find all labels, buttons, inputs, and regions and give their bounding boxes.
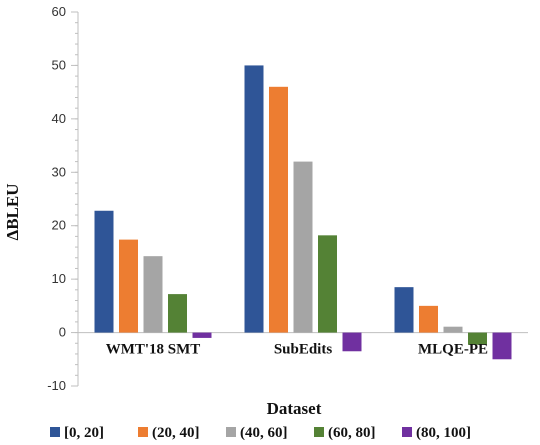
bar [419,305,438,333]
y-tick-label: 40 [52,111,66,126]
legend-swatch [402,427,412,437]
category-label: SubEdits [274,342,333,358]
bar [94,210,114,333]
legend-swatch [138,427,148,437]
legend: [0, 20] (20, 40] (40, 60] (60, 80] (80, 100] [50,425,471,441]
legend-label: (20, 40] [152,425,200,441]
bar [192,332,212,338]
y-tick-label: 10 [52,271,66,286]
y-tick-label: 60 [52,4,66,19]
bar [168,294,187,333]
y-tick-label: 50 [52,57,66,72]
legend-label: (80, 100] [416,425,471,441]
y-tick-label: -10 [47,378,66,393]
legend-swatch [50,427,60,437]
legend-label: (40, 60] [240,425,288,441]
y-tick-label: 30 [52,164,66,179]
y-tick-label: 0 [59,325,66,340]
bar [244,65,264,333]
y-axis-title: ΔBLEU [3,184,22,241]
x-axis-title: Dataset [267,399,322,418]
bar [318,235,337,333]
bar [143,256,163,333]
bar [492,332,512,360]
legend-label: [0, 20] [64,425,104,441]
bar [394,287,414,333]
bar [293,161,313,333]
bar [443,326,463,333]
y-tick-label: 20 [52,218,66,233]
bar [119,239,138,333]
legend-swatch [226,427,236,437]
bars [94,65,512,360]
category-labels: WMT'18 SMT SubEdits MLQE-PE [106,342,488,358]
bar [342,332,362,352]
legend-swatch [314,427,324,437]
category-label: MLQE-PE [418,342,488,358]
category-label: WMT'18 SMT [106,342,201,358]
legend-label: (60, 80] [328,425,376,441]
bar [269,86,288,333]
bar [468,332,487,345]
